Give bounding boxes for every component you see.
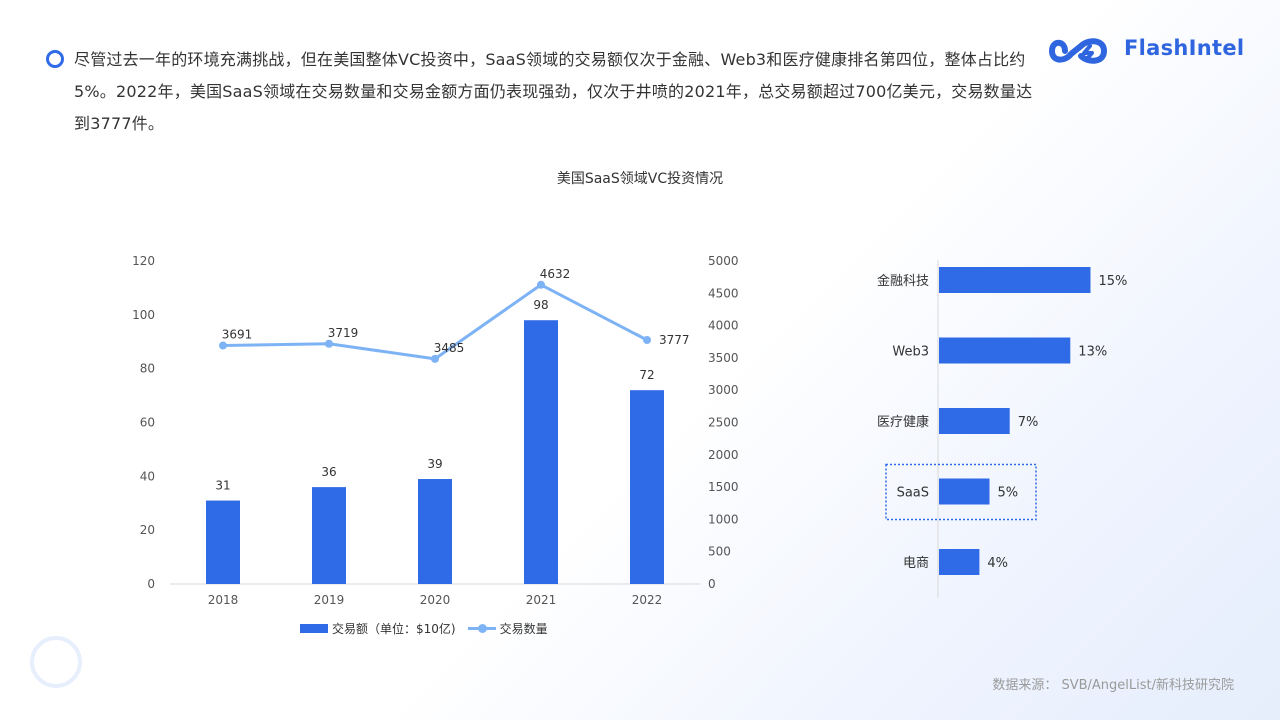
bar-value-label: 36 [321,465,336,479]
line-value-label: 3719 [328,326,359,340]
hbar-value-label: 5% [998,486,1019,501]
line-point-2022 [643,336,651,345]
hbar-电商 [939,549,980,575]
bar-2022 [630,390,664,584]
left-tick-label: 80 [140,362,155,376]
right-tick-label: 3000 [708,383,739,397]
left-tick-label: 20 [140,523,155,537]
category-label: 金融科技 [877,273,929,289]
category-label: Web3 [892,345,929,360]
highlight-box-saas [885,463,1037,521]
right-tick-label: 1500 [708,480,739,494]
hbar-value-label: 7% [1018,415,1039,430]
share-bar-chart: 金融科技 15% Web3 13% 医疗健康 7% SaaS 5% 电商 4% [877,260,1128,598]
line-value-label: 3777 [659,333,690,347]
line-point-2020 [431,354,439,363]
legend-line-swatch [467,624,496,633]
hbar-SaaS [939,478,990,505]
combo-chart: 0 20 40 60 80 100 120 0 500 1000 1500 2000 2500 3000 3… [132,254,739,607]
right-tick-label: 1000 [708,512,739,526]
bar-2021 [524,320,558,584]
category-label: 电商 [903,556,929,571]
category-label: SaaS [897,486,929,501]
right-tick-label: 0 [708,577,716,591]
x-tick-label: 2019 [314,593,345,607]
x-tick-label: 2020 [420,593,451,607]
brand-name: FlashIntel [1124,36,1245,60]
legend-bar-swatch [300,624,328,633]
decorative-ring-icon [30,636,82,688]
bar-value-label: 98 [533,298,548,312]
data-source: 数据来源： SVB/AngelList/新科技研究院 [992,678,1234,693]
right-tick-label: 500 [708,545,731,559]
left-tick-label: 120 [132,254,155,268]
left-tick-label: 100 [132,308,155,322]
bar-value-label: 72 [639,368,654,382]
hbar-Web3 [939,337,1071,364]
right-tick-label: 4500 [708,286,739,300]
bar-2019 [312,487,346,584]
hbar-value-label: 4% [987,556,1008,571]
line-value-label: 3485 [434,341,465,355]
bar-2018 [206,500,240,584]
left-tick-label: 0 [147,577,155,591]
right-tick-label: 2500 [708,416,739,430]
legend-line-label: 交易数量 [499,622,548,636]
right-tick-label: 2000 [708,448,739,462]
infinity-logo-icon [1048,38,1108,64]
chart-title: 美国SaaS领域VC投资情况 [556,171,724,187]
line-value-label: 4632 [540,267,571,281]
legend-bar-label: 交易额（单位：$10亿) [332,622,456,636]
hbar-医疗健康 [939,408,1010,434]
line-point-2018 [219,341,227,350]
right-tick-label: 4000 [708,319,739,333]
hbar-value-label: 13% [1078,345,1107,360]
summary-text: 尽管过去一年的环境充满挑战，但在美国整体VC投资中，SaaS领域的交易额仅次于金… [74,50,1033,133]
line-point-2021 [537,280,545,289]
right-tick-label: 5000 [708,254,739,268]
bar-value-label: 31 [215,479,230,493]
x-tick-label: 2022 [632,593,663,607]
chart-legend: 交易额（单位：$10亿) 交易数量 [300,620,548,637]
line-value-label: 3691 [222,328,253,342]
left-tick-label: 60 [140,416,155,430]
bullet-circle-icon [46,50,64,68]
hbar-金融科技 [939,267,1091,293]
category-label: 医疗健康 [877,414,929,430]
hbar-value-label: 15% [1099,274,1128,289]
left-tick-label: 40 [140,469,155,483]
right-tick-label: 3500 [708,351,739,365]
x-tick-label: 2018 [208,593,239,607]
x-tick-label: 2021 [526,593,557,607]
line-point-2019 [325,339,333,348]
brand-logo: FlashIntel [1046,26,1256,76]
summary-block: 尽管过去一年的环境充满挑战，但在美国整体VC投资中，SaaS领域的交易额仅次于金… [46,44,1036,140]
bar-value-label: 39 [427,457,442,471]
bar-2020 [418,479,452,584]
